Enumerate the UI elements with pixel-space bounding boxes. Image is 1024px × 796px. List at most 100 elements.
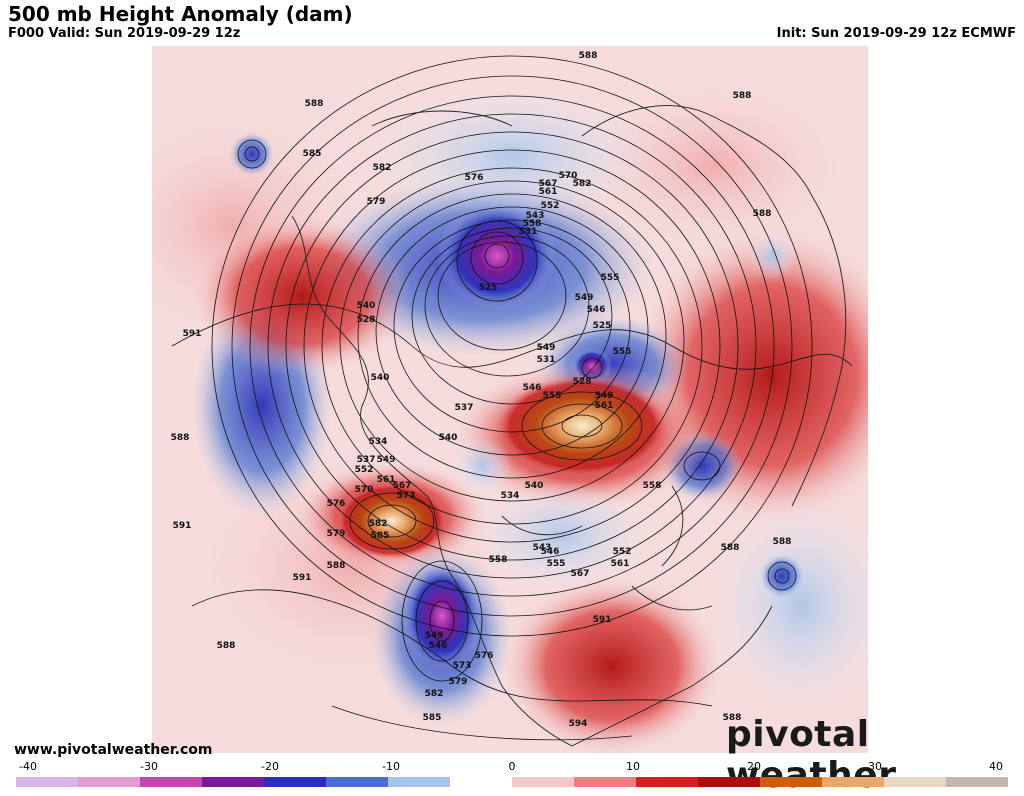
colorbar-swatch [946, 777, 1008, 787]
height-contours [171, 55, 853, 741]
contour-label: 555 [543, 391, 562, 401]
colorbar-tick-label: 10 [626, 760, 640, 773]
contour-label: 579 [449, 677, 468, 687]
colorbar-swatch [78, 777, 141, 787]
contour-label: 570 [559, 171, 578, 181]
contour-label: 561 [595, 401, 614, 411]
colorbar-swatch [388, 777, 451, 787]
contour-label: 588 [773, 537, 792, 547]
contour-labels: 5885885855825885795765675705615825525435… [171, 51, 792, 729]
contour-label: 576 [465, 173, 484, 183]
valid-time: F000 Valid: Sun 2019-09-29 12z [8, 26, 241, 41]
contour-label: 525 [479, 283, 498, 293]
colorbar-swatch [450, 777, 513, 787]
colorbar-ticks: -40 -30 -20 -10 0 10 20 30 40 [0, 760, 1024, 776]
colorbar-tick-label: -30 [140, 760, 158, 773]
contour-label: 561 [377, 475, 396, 485]
colorbar-tick-label: 0 [508, 760, 516, 773]
contour-label: 588 [733, 91, 752, 101]
contour-label: 582 [425, 689, 444, 699]
contour-label: 555 [547, 559, 566, 569]
colorbar-swatch [636, 777, 699, 787]
contour-label: 534 [501, 491, 520, 501]
contour-label: 555 [601, 273, 620, 283]
contour-label: 540 [525, 481, 544, 491]
init-time: Init: Sun 2019-09-29 12z ECMWF [776, 26, 1016, 41]
contour-label: 588 [721, 543, 740, 553]
colorbar-tick-label: -10 [382, 760, 400, 773]
contour-label: 558 [523, 219, 542, 229]
contour-label: 588 [327, 561, 346, 571]
contour-label: 546 [429, 641, 448, 651]
contour-label: 588 [753, 209, 772, 219]
contour-label: 543 [526, 211, 545, 221]
contour-label: 567 [393, 481, 412, 491]
contour-label: 588 [305, 99, 324, 109]
contour-label: 537 [357, 455, 376, 465]
contour-label: 588 [171, 433, 190, 443]
contour-label: 549 [537, 343, 556, 353]
anomaly-map[interactable]: 588 588 585 582 588 579 576 567 570 561 582 552 543 5… [152, 46, 868, 753]
contour-label: 591 [293, 573, 312, 583]
contour-label: 588 [723, 713, 742, 723]
contour-label: 588 [217, 641, 236, 651]
contour-label: 561 [539, 187, 558, 197]
contour-label: 579 [327, 529, 346, 539]
contour-label: 531 [537, 355, 556, 365]
contour-label: 591 [593, 615, 612, 625]
contour-label: 534 [369, 437, 388, 447]
colorbar-swatch [264, 777, 327, 787]
contour-label: 546 [541, 547, 560, 557]
contour-label: 588 [579, 51, 598, 61]
colorbar-swatch [140, 777, 203, 787]
contour-label: 567 [539, 179, 558, 189]
colorbar-swatch [512, 777, 575, 787]
colorbar-tick-label: 20 [747, 760, 761, 773]
contour-label: 576 [327, 499, 346, 509]
contour-label: 567 [571, 569, 590, 579]
colorbar-swatch [202, 777, 265, 787]
contour-label: 558 [489, 555, 508, 565]
contour-label: 540 [357, 301, 376, 311]
colorbar-swatch [574, 777, 637, 787]
contour-label: 558 [643, 481, 662, 491]
colorbar-swatch [326, 777, 389, 787]
contour-label: 546 [587, 305, 606, 315]
contour-label: 579 [367, 197, 386, 207]
contour-label: 570 [355, 485, 374, 495]
colorbar-tick-label: -20 [261, 760, 279, 773]
contour-label: 582 [373, 163, 392, 173]
contour-label: 552 [355, 465, 374, 475]
contour-label: 549 [575, 293, 594, 303]
contour-label: 552 [541, 201, 560, 211]
contour-label: 582 [573, 179, 592, 189]
coastlines [291, 105, 847, 747]
website-url[interactable]: www.pivotalweather.com [14, 742, 213, 758]
header: 500 mb Height Anomaly (dam) F000 Valid: … [0, 0, 1024, 44]
contour-label: 585 [371, 531, 390, 541]
contour-label: 525 [593, 321, 612, 331]
contour-label: 549 [377, 455, 396, 465]
map-canvas: 5885885855825885795765675705615825525435… [152, 46, 868, 753]
contour-label: 576 [475, 651, 494, 661]
contour-label: 561 [611, 559, 630, 569]
contour-label: 549 [595, 391, 614, 401]
contour-label: 555 [613, 347, 632, 357]
contour-label: 573 [397, 491, 416, 501]
contour-label: 573 [453, 661, 472, 671]
colorbar-swatch [16, 777, 79, 787]
colorbar-tick-label: 40 [989, 760, 1003, 773]
anomaly-fill [152, 76, 868, 753]
contour-label: 552 [613, 547, 632, 557]
colorbar-tick-label: -40 [19, 760, 37, 773]
contour-label: 594 [569, 719, 588, 729]
contour-label: 591 [183, 329, 202, 339]
contour-label: 531 [519, 227, 538, 237]
contour-label: 585 [423, 713, 442, 723]
contour-label: 540 [371, 373, 390, 383]
contour-label: 549 [425, 631, 444, 641]
colorbar-swatch [822, 777, 885, 787]
contour-label: 540 [439, 433, 458, 443]
contour-label: 582 [369, 519, 388, 529]
colorbar-swatch [698, 777, 761, 787]
